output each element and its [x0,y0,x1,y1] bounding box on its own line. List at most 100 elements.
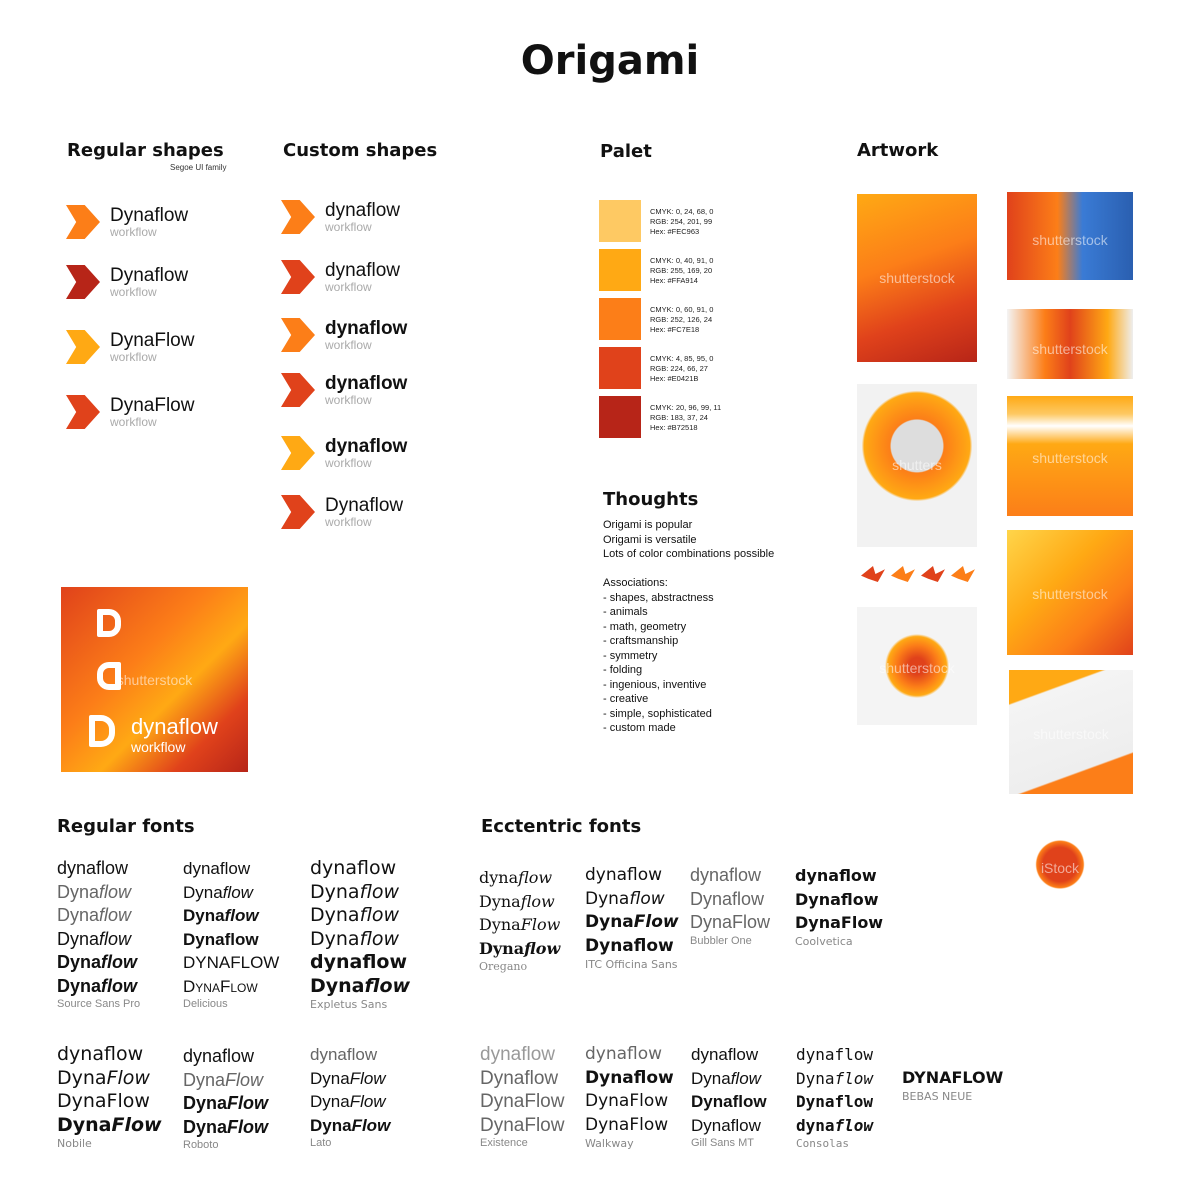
paper-crane-icon [921,566,945,582]
font-sample: Dynaflow [795,889,879,909]
palette-value: CMYK: 0, 60, 91, 0 [650,305,714,314]
font-sample: dynaflow [310,951,408,973]
font-sample: dynaflow [310,1045,378,1064]
palette-value: CMYK: 20, 96, 99, 11 [650,403,722,412]
palette-swatch [599,298,641,340]
sample-part-italic: flow [101,952,138,972]
font-sample: DynaFlow [310,1090,390,1114]
logo-name: DynaFlow [110,395,195,416]
watermark: shutterstock [1032,586,1108,603]
sample-part-italic: Flow [227,1116,269,1137]
sample-part-italic: flow [359,904,400,926]
font-sample: DynaFlow [310,1114,390,1138]
regular-shapes-note: Segoe UI family [170,163,227,172]
hero-logo-panel: shutterstock dynaflow workflow [61,587,248,772]
sample-part: Dyna [57,1066,107,1089]
logo-variant: dynaflow workflow [281,373,407,407]
sample-part-italic: flow [222,882,253,902]
sample-part: Dyna [57,928,100,949]
font-name: Source Sans Pro [57,998,141,1010]
logo-variant: DynaFlow workflow [66,330,194,364]
font-sample: DynaFlow [479,913,560,937]
palette-value: Hex: #FEC963 [650,227,700,236]
font-sample: DynaFlow [183,1092,268,1116]
sample-part: dyna [796,1115,835,1135]
sample-part-italic: flow [518,868,553,887]
logo-sub: workflow [110,285,157,299]
font-sample: Dynaflow [183,881,279,905]
palet-heading: Palet [600,141,652,162]
font-sample: DynaFlow [690,912,771,932]
font-name: Coolvetica [795,934,853,948]
font-sample-column: dynaflow DynaFlow DynaFlow DynaFlow Lato [310,1043,390,1150]
font-sample: DynaFlow [480,1091,565,1112]
font-sample-column: dynaflow Dynaflow Dynaflow Dynaflow dynaflow… [310,857,410,1011]
font-sample: Dynaflow [310,881,410,905]
font-sample: Dynaflow [480,1067,559,1089]
sample-part: Dyna [57,905,100,925]
sample-part-italic: flow [524,938,561,958]
font-sample: dynaflow [795,866,877,885]
artwork-image: shutters [857,384,977,547]
font-sample: Dynaflow [310,928,410,952]
font-sample-column: dynaflow Dynaflow Dynaflow dynaflow Consolas [796,1043,873,1150]
logo-variant: Dynaflow workflow [66,265,188,299]
sample-part-italic: flow [730,1068,761,1088]
font-sample: Dynaflow [585,1067,674,1088]
font-sample-column: dynaflow Dynaflow DynaFlow Bubbler One [690,864,770,948]
font-sample: Dynaflow [57,881,140,905]
font-sample: Dynaflow [57,928,140,952]
font-sample-column: dynaflow DynaFlow DynaFlow DynaFlow Roboto [183,1045,268,1152]
font-sample-column: dynaflow Dynaflow DynaFlow Dynaflow Oregano [479,866,560,973]
sample-part-italic: flow [834,1115,874,1135]
palette-value: RGB: 255, 169, 20 [650,266,713,275]
origami-d-icon [97,662,121,690]
font-sample-column: dynaflow Dynaflow DynaFlow Dynaflow ITC Offi… [585,864,679,971]
logo-sub: workflow [325,393,372,407]
watermark: shutterstock [1032,450,1108,466]
origami-logo-icon [281,318,315,352]
sample-part-italic: Flow [633,912,679,932]
watermark: shutterstock [1033,725,1109,742]
page-title: Origami [520,38,700,84]
palette-value: CMYK: 0, 40, 91, 0 [650,256,714,265]
artwork-image: shutterstock [857,194,977,362]
logo-sub: workflow [110,350,157,364]
logo-sub: workflow [110,225,157,239]
palette-value: CMYK: 4, 85, 95, 0 [650,354,714,363]
origami-d-icon [97,609,121,637]
logo-name: dynaflow [325,318,408,339]
palette-value: RGB: 254, 201, 99 [650,217,713,226]
sample-part: Dyna [310,974,365,997]
font-sample: Dynaflow [57,975,140,999]
sample-part: Dyna [479,915,521,934]
artwork-heading: Artwork [857,140,939,161]
sample-part-italic: flow [99,905,132,925]
font-sample: dynaflow [480,1044,555,1065]
sample-part: dyna [479,868,519,887]
font-sample: dynaflow [183,1046,255,1066]
font-name: Oregano [479,960,528,973]
artwork-image: shutterstock [1009,670,1133,794]
font-sample: Dynaflow [796,1092,874,1111]
sample-part: Dyna [585,912,634,932]
font-sample: dynaflow [796,1045,874,1064]
hero-logo-sub: workflow [131,739,186,755]
origami-logo-icon [66,395,100,429]
artwork-image [857,560,977,588]
font-name: Roboto [183,1139,219,1151]
font-sample: Dynaflow [310,904,410,928]
font-sample: DynaFlow [183,976,258,996]
eccentric-fonts-heading: Ecctentric fonts [481,816,642,837]
sample-part: Dyna [479,938,525,958]
logo-name: Dynaflow [325,495,404,516]
origami-logo-icon [281,200,315,234]
font-sample: Dynaflow [310,975,410,999]
font-name: Consolas [796,1137,849,1150]
font-sample: dynaflow [310,857,397,879]
sample-part: Dyna [183,882,223,902]
watermark: shutters [892,457,942,474]
logo-name: dynaflow [325,260,400,281]
font-sample: Dynaflow [479,890,560,914]
thoughts-heading: Thoughts [603,489,699,510]
